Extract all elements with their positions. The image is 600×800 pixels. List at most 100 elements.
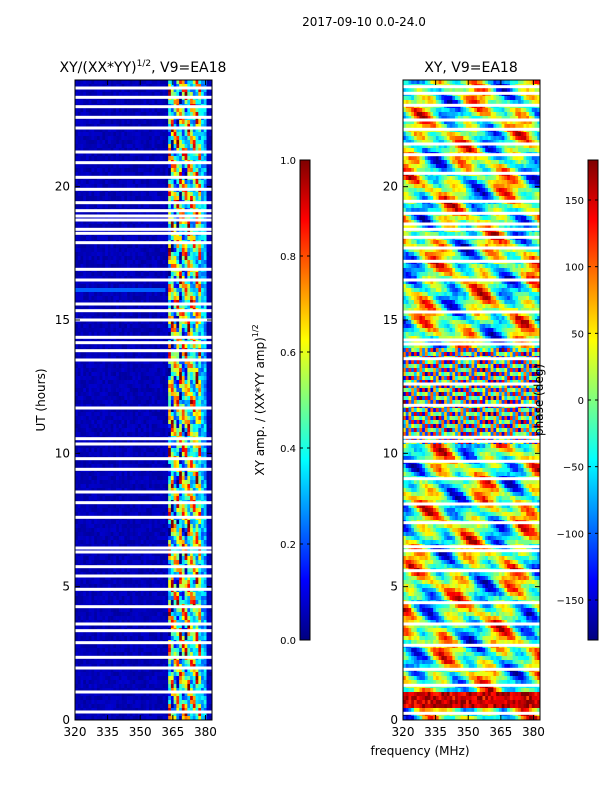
phase-row-gap [403,278,540,282]
amp-x-axis: 320 335 350 365 380 [64,80,217,739]
phase-row-gap [403,171,540,175]
amp-row-gap [75,546,212,550]
phase-row-gap [403,91,540,95]
amp-row-gap [75,641,212,645]
phase-colorbar: phase (deg) −150 −100 −50 0 50 100 150 [532,159,599,641]
amp-y-tick-label: 20 [55,180,70,194]
phase-colorbar-label: phase (deg) [532,364,546,436]
phase-row-gap [403,711,540,715]
amp-axes-frame [74,79,213,721]
phase-row-gap [403,342,540,346]
amp-row-gap [75,565,212,569]
phase-panel: XY, V9=EA18 320 335 350 365 380 0 5 10 15 20 fre… [370,60,544,758]
phase-x-tick-label: 335 [424,725,447,739]
amp-row-gap [75,622,212,626]
amp-row-gap [75,457,212,461]
amp-row-gap [75,406,212,410]
figure-suptitle: 2017-09-10 0.0-24.0 [302,15,426,29]
phase-y-tick-label: 10 [383,446,398,460]
amp-row-gap [75,710,212,714]
phase-x-tick-label: 350 [457,725,480,739]
phase-row-gap [403,667,540,671]
amp-y-tick-label: 5 [62,580,70,594]
phase-x-tick-label: 380 [522,725,545,739]
amp-x-tick-label: 380 [194,725,217,739]
phase-y-tick-label: 0 [390,713,398,727]
phase-panel-title: XY, V9=EA18 [424,60,518,76]
amp-row-gap [75,467,212,471]
phase-y-tick-label: 15 [383,313,398,327]
amp-row-gap [75,318,212,322]
amp-row-gap [75,201,212,205]
amp-row-gap [75,550,212,554]
amp-row-gap [75,209,212,213]
amp-row-gap [75,214,212,218]
amp-title-tail: , V9=EA18 [151,60,226,76]
phase-row-gap [403,199,540,203]
phase-y-axis: 0 5 10 15 20 [383,180,540,727]
amp-row-gap [75,574,212,578]
amp-row-gap [75,161,212,165]
phase-row-gap [403,142,540,146]
amp-panel: XY/(XX*YY)1/2, V9=EA18 320 335 350 365 380 0… [34,59,226,739]
amp-row-gap [75,437,212,441]
phase-row-gap [403,338,540,342]
amp-colorbar-tick-label: 0.0 [280,636,296,647]
amp-colorbar-tick-label: 1.0 [280,156,296,167]
phase-row-gap [403,222,540,226]
phase-x-tick-label: 320 [392,725,415,739]
amp-row-gap [75,629,212,633]
phase-row-gap [403,85,540,89]
amp-row-gap [75,690,212,694]
amp-colorbar-tick-label: 0.4 [280,444,296,455]
phase-colorbar-ticks: −150 −100 −50 0 50 100 150 [557,196,598,607]
phase-row-gap [403,153,540,157]
amp-x-tick-label: 320 [64,725,87,739]
amp-colorbar-label-sup: 1/2 [251,324,260,337]
amp-x-tick-label: 350 [129,725,152,739]
amp-row-gap [75,187,212,191]
phase-row-gap [403,382,540,386]
amp-colorbar-gradient [299,159,311,641]
amp-title-sup: 1/2 [137,59,151,69]
amp-row-gap [75,241,212,245]
amp-row-gap [75,105,212,109]
amp-row-gap [75,309,212,313]
amp-colorbar-tick-label: 0.8 [280,252,296,263]
phase-row-gap [403,521,540,525]
phase-row-gap [403,569,540,573]
amp-row-gap [75,605,212,609]
amp-x-tick-label: 365 [161,725,184,739]
amp-row-gap [75,655,212,659]
phase-row-gap [403,549,540,553]
amp-colorbar-label-main: XY amp. / (XX*YY amp) [253,337,267,475]
amp-panel-title: XY/(XX*YY)1/2, V9=EA18 [60,59,227,76]
phase-colorbar-tick-label: 50 [571,329,584,340]
phase-row-gap [403,643,540,647]
amp-title-main: XY/(XX*YY) [60,60,137,76]
amp-colorbar-label: XY amp. / (XX*YY amp)1/2 [251,324,267,475]
phase-x-axis-label: frequency (MHz) [370,744,469,758]
amp-row-gaps [75,86,212,714]
phase-colorbar-tick-label: −100 [557,529,584,540]
amp-row-gap [75,501,212,505]
phase-row-gap [403,502,540,506]
phase-x-tick-label: 365 [489,725,512,739]
phase-colorbar-tick-label: 150 [565,196,584,207]
phase-row-gap [403,259,540,263]
amp-colorbar-ticks: 0.0 0.2 0.4 0.6 0.8 1.0 [280,156,310,647]
phase-colorbar-tick-label: −50 [563,463,584,474]
amp-y-axis-label: UT (hours) [34,368,48,431]
phase-axes-frame [402,79,541,721]
amp-row-gap [75,335,212,339]
phase-row-gap [403,357,540,361]
amp-row-gap [75,358,212,362]
amp-row-gap [75,227,212,231]
amp-row-gap [75,515,212,519]
amp-colorbar: 0.0 0.2 0.4 0.6 0.8 1.0 XY amp. / (XX*YY amp)… [251,156,311,647]
phase-colorbar-tick-label: 100 [565,263,584,274]
phase-row-gap [403,235,540,239]
phase-row-gap [403,403,540,407]
amp-row-gap [75,302,212,306]
